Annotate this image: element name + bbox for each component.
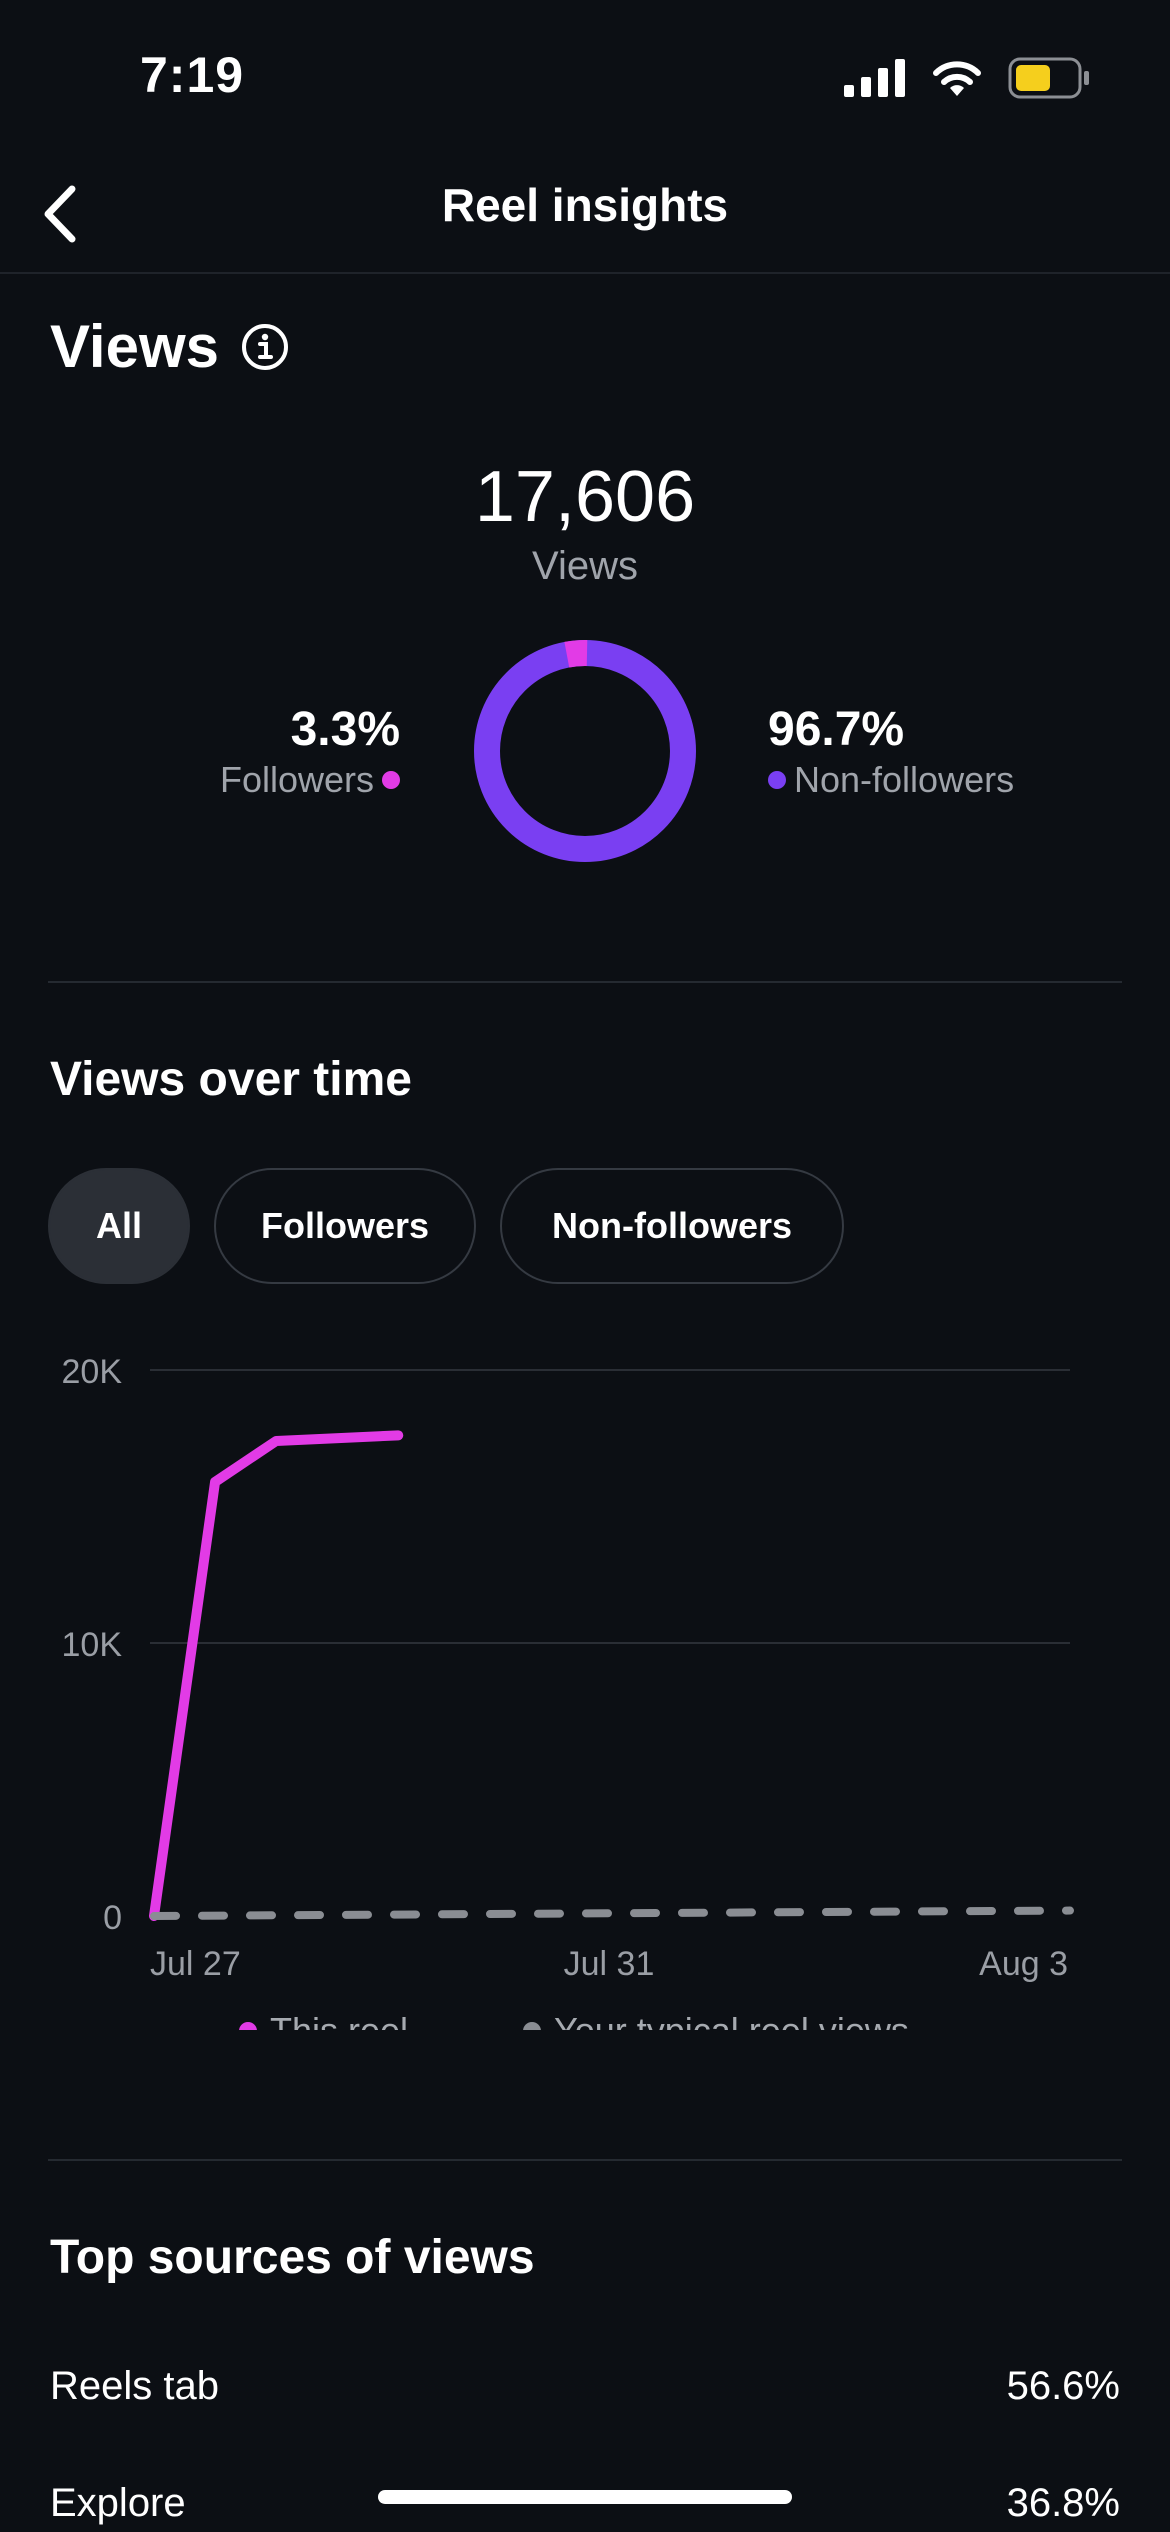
- source-value: 56.6%: [1006, 2364, 1120, 2408]
- source-row-reels-tab: Reels tab 56.6%: [50, 2364, 1120, 2409]
- views-heading: Views: [50, 313, 220, 380]
- total-views-label: Views: [532, 544, 638, 588]
- cellular-signal-icon: [844, 59, 905, 97]
- source-label: Explore: [50, 2481, 186, 2525]
- page-title: Reel insights: [441, 179, 729, 231]
- filter-chip-nonfollowers[interactable]: Non-followers: [500, 1168, 844, 1284]
- typical-views-legend-label: Your typical reel views: [554, 2010, 909, 2030]
- this-reel-line: [149, 1430, 404, 1921]
- info-icon[interactable]: [240, 322, 290, 372]
- x-tick-label: Jul 27: [150, 1945, 241, 1983]
- x-tick-label: Jul 31: [564, 1945, 655, 1983]
- divider: [48, 981, 1122, 983]
- divider: [48, 2159, 1122, 2161]
- status-bar: 7:19: [0, 0, 1170, 150]
- nonfollowers-dot-icon: [768, 771, 786, 789]
- status-time: 7:19: [140, 47, 245, 103]
- views-over-time-chart: 0 10K 20K Jul 27 Jul 31 Aug 3 This reel Your ty…: [62, 1353, 1074, 2030]
- y-tick-label: 0: [103, 1899, 122, 1937]
- followers-percent: 3.3%: [290, 703, 400, 756]
- this-reel-legend-dot-icon: [239, 2022, 257, 2030]
- this-reel-legend-label: This reel: [270, 2010, 408, 2030]
- source-row-explore: Explore 36.8%: [50, 2481, 1120, 2526]
- followers-label: Followers: [219, 759, 374, 800]
- source-label: Reels tab: [50, 2364, 219, 2408]
- nonfollowers-breakdown: 96.7% Non-followers: [768, 702, 1014, 802]
- top-sources-heading: Top sources of views: [50, 2231, 535, 2284]
- back-button[interactable]: [20, 174, 100, 254]
- followers-dot-icon: [382, 771, 400, 789]
- views-over-time-heading: Views over time: [50, 1053, 412, 1106]
- audience-filter: All Followers Non-followers: [48, 1168, 844, 1284]
- typical-views-legend-dot-icon: [523, 2022, 541, 2030]
- followers-breakdown: 3.3% Followers: [220, 702, 400, 802]
- nonfollowers-label: Non-followers: [794, 759, 1015, 800]
- y-tick-label: 20K: [62, 1353, 123, 1391]
- source-value: 36.8%: [1006, 2481, 1120, 2525]
- views-donut-chart: [474, 640, 696, 862]
- chevron-left-icon: [44, 185, 76, 243]
- nav-bar: Reel insights: [0, 150, 1170, 274]
- status-icons: [844, 56, 1090, 100]
- y-tick-label: 10K: [62, 1626, 123, 1664]
- donut-nonfollowers-arc: [474, 640, 696, 862]
- filter-chip-followers[interactable]: Followers: [214, 1168, 476, 1284]
- nonfollowers-percent: 96.7%: [768, 703, 905, 756]
- donut-followers-arc: [474, 640, 696, 862]
- wifi-icon: [933, 61, 981, 96]
- total-views-value: 17,606: [474, 457, 696, 537]
- x-tick-label: Aug 3: [979, 1945, 1068, 1983]
- filter-chip-all[interactable]: All: [48, 1168, 190, 1284]
- battery-icon: [1008, 57, 1089, 99]
- home-indicator: [378, 2490, 792, 2504]
- typical-views-line: [150, 1906, 1074, 1920]
